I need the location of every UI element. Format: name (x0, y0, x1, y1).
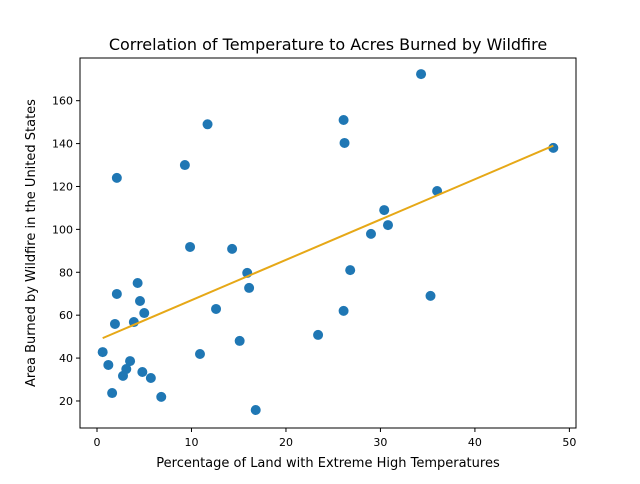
data-point (145, 373, 156, 384)
data-point (227, 243, 238, 254)
data-point (338, 305, 349, 316)
data-point (548, 142, 559, 153)
data-point (244, 282, 255, 293)
data-point (109, 318, 120, 329)
data-point (132, 278, 143, 289)
y-tick-label: 140 (52, 138, 73, 151)
chart-title: Correlation of Temperature to Acres Burn… (109, 35, 547, 54)
data-point (97, 347, 108, 358)
x-tick-label: 0 (94, 436, 101, 449)
data-point (185, 241, 196, 252)
data-point (338, 114, 349, 125)
x-axis-label: Percentage of Land with Extreme High Tem… (156, 456, 500, 471)
y-tick-label: 40 (59, 352, 73, 365)
y-tick-label: 20 (59, 395, 73, 408)
y-axis-label: Area Burned by Wildfire in the United St… (24, 99, 39, 387)
data-point (111, 288, 122, 299)
y-tick-label: 80 (59, 266, 73, 279)
data-point (379, 205, 390, 216)
data-point (250, 404, 261, 415)
data-point (194, 349, 205, 359)
y-tick-label: 100 (52, 223, 73, 236)
x-tick-label: 10 (184, 436, 198, 449)
data-point (202, 119, 213, 130)
data-point (382, 220, 393, 231)
data-point (339, 137, 350, 148)
y-tick-label: 160 (52, 95, 73, 108)
data-point (111, 172, 122, 183)
data-point (211, 303, 222, 314)
data-point (134, 296, 145, 307)
x-tick-label: 40 (468, 436, 482, 449)
data-point (179, 160, 190, 171)
y-tick-label: 60 (59, 309, 73, 322)
data-point (137, 367, 148, 378)
data-point (156, 391, 167, 402)
data-point (139, 308, 150, 319)
trendline (102, 144, 554, 340)
x-tick-label: 20 (279, 436, 293, 449)
data-point (345, 265, 356, 276)
data-point (313, 329, 324, 340)
x-tick-label: 30 (373, 436, 387, 449)
x-tick-label: 50 (562, 436, 576, 449)
data-point (103, 359, 114, 370)
y-tick-label: 120 (52, 180, 73, 193)
axes-frame (79, 57, 577, 429)
data-point (125, 356, 136, 367)
data-point (234, 335, 245, 346)
data-point (117, 370, 128, 381)
data-point (107, 388, 118, 399)
data-point (416, 69, 427, 80)
data-point (425, 290, 436, 301)
data-point (365, 228, 376, 239)
